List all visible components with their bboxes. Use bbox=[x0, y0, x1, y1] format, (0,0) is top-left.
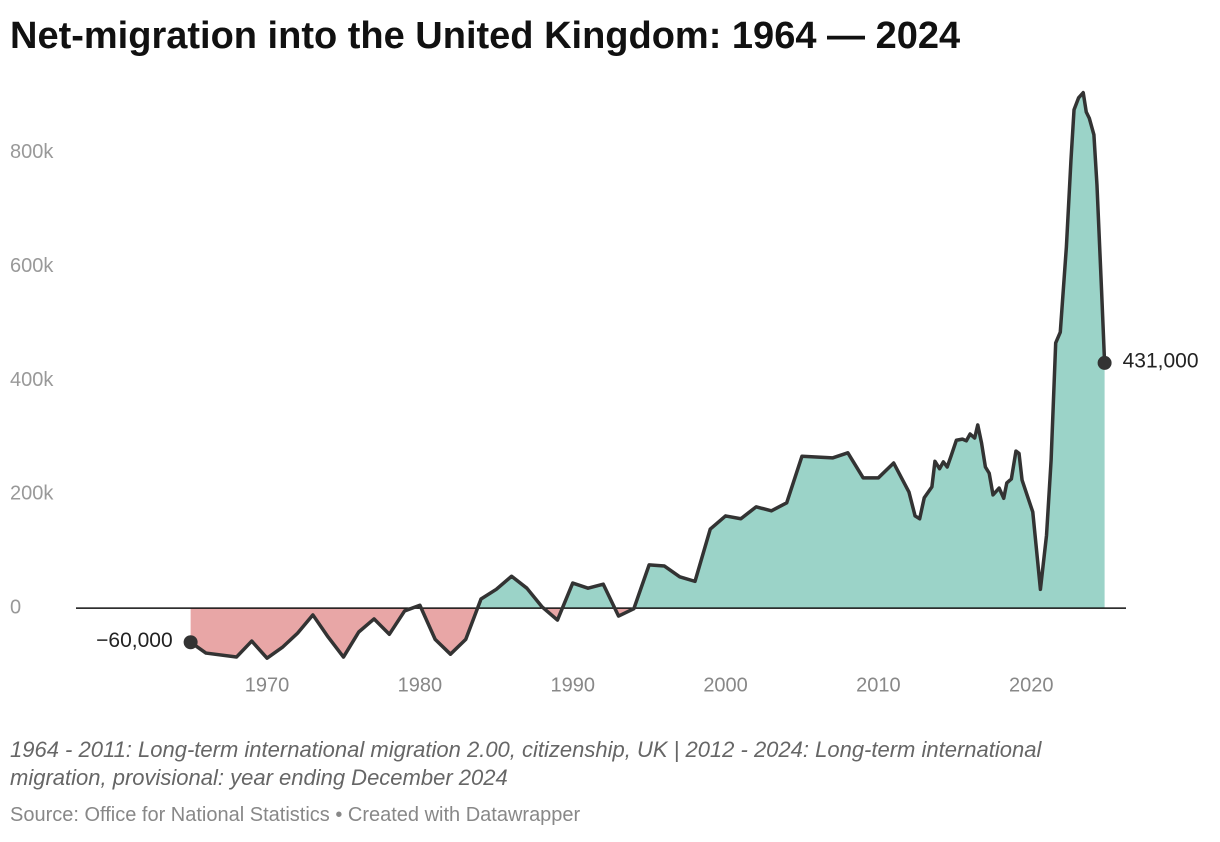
x-tick-label: 1980 bbox=[398, 674, 443, 696]
note: 1964 - 2011: Long-term international mig… bbox=[10, 737, 1042, 790]
line bbox=[189, 90, 1107, 660]
chart: Net-migration into the United Kingdom: 1… bbox=[10, 15, 1199, 696]
source: Source: Office for National Statistics •… bbox=[10, 804, 581, 826]
area-positive bbox=[412, 92, 1105, 609]
chart-title: Net-migration into the United Kingdom: 1… bbox=[10, 15, 960, 57]
y-tick-label: 200k bbox=[10, 483, 54, 505]
x-tick-label: 1970 bbox=[245, 674, 290, 696]
y-tick-label: 400k bbox=[10, 369, 54, 391]
y-tick-label: 800k bbox=[10, 141, 54, 163]
x-tick-label: 2020 bbox=[1009, 674, 1054, 696]
end-dot bbox=[1097, 355, 1112, 370]
x-tick-label: 2010 bbox=[856, 674, 901, 696]
value-label: −60,000 bbox=[96, 629, 173, 652]
y-tick-label: 600k bbox=[10, 255, 54, 277]
x-tick-label: 1990 bbox=[550, 674, 595, 696]
value-label: 431,000 bbox=[1123, 349, 1199, 372]
y-tick-label: 0 bbox=[10, 596, 21, 618]
end-dot bbox=[183, 635, 198, 650]
area-negative bbox=[190, 608, 1105, 659]
x-tick-label: 2000 bbox=[703, 674, 748, 696]
